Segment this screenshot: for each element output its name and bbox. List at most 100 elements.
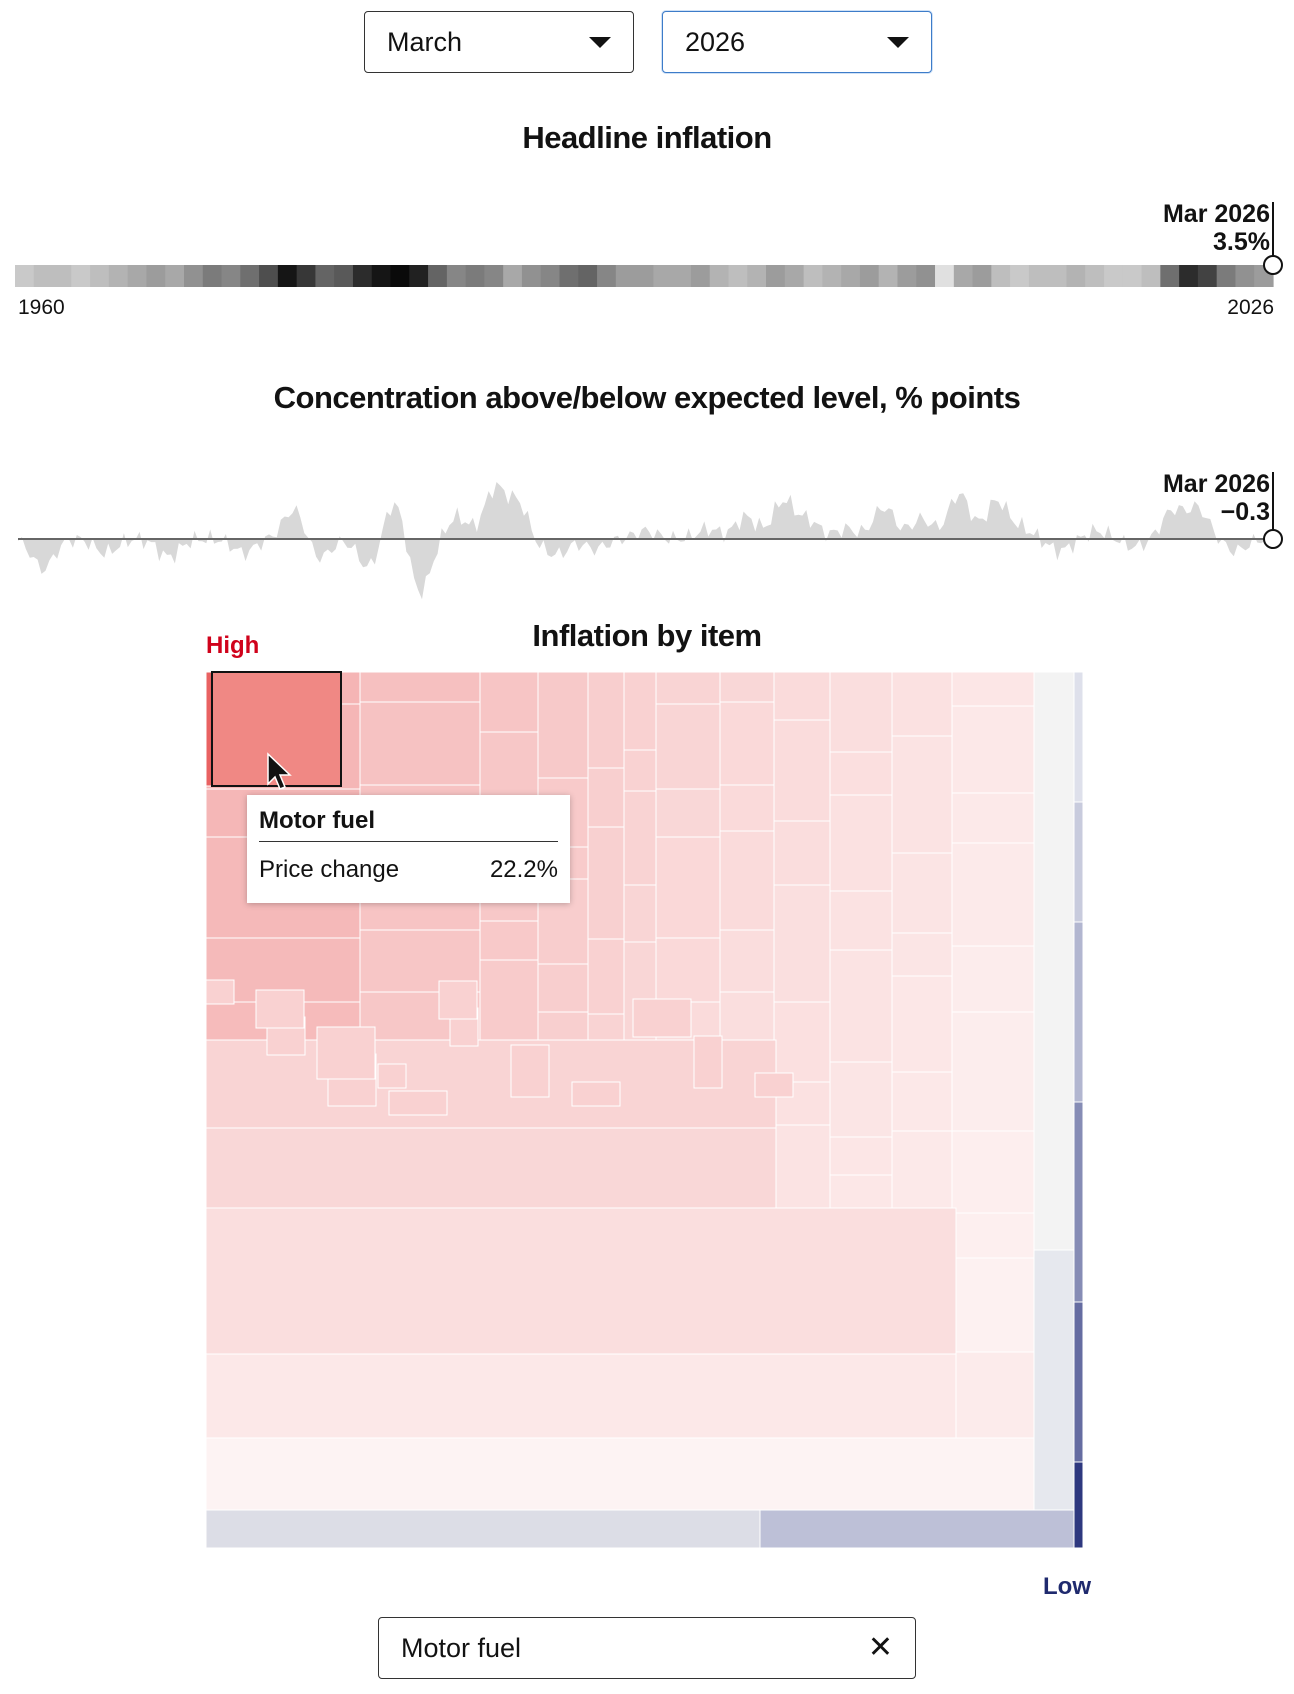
close-icon[interactable]: ✕ bbox=[867, 1631, 893, 1664]
treemap-cell[interactable] bbox=[773, 820, 831, 886]
treemap-cell[interactable] bbox=[773, 884, 831, 1003]
treemap-cell[interactable] bbox=[773, 671, 831, 721]
strip-cell bbox=[1122, 265, 1143, 287]
strip-cell bbox=[991, 265, 1011, 287]
treemap-cell[interactable] bbox=[693, 1035, 723, 1089]
treemap-cell[interactable] bbox=[623, 749, 657, 792]
treemap-cell[interactable] bbox=[587, 671, 625, 769]
treemap-cell[interactable] bbox=[655, 836, 721, 939]
treemap-cell[interactable] bbox=[205, 1127, 777, 1209]
treemap-cell[interactable] bbox=[951, 671, 1035, 707]
treemap-cell[interactable] bbox=[773, 1001, 831, 1083]
treemap-cell[interactable] bbox=[951, 945, 1035, 1013]
treemap-cell[interactable] bbox=[655, 703, 721, 790]
treemap-cell[interactable] bbox=[438, 980, 478, 1020]
treemap-cell[interactable] bbox=[1033, 1249, 1075, 1511]
treemap-cell[interactable] bbox=[829, 890, 893, 951]
treemap-cell[interactable] bbox=[388, 1090, 448, 1116]
concentration-marker-handle[interactable] bbox=[1263, 529, 1283, 549]
treemap-cell[interactable] bbox=[951, 792, 1035, 844]
treemap-cell[interactable] bbox=[587, 938, 625, 1015]
treemap-cell[interactable] bbox=[587, 826, 625, 940]
treemap-cell[interactable] bbox=[773, 719, 831, 822]
item-search-field[interactable]: Motor fuel ✕ bbox=[378, 1617, 916, 1679]
treemap-cell[interactable] bbox=[951, 1011, 1035, 1132]
axis-start-label: 1960 bbox=[18, 296, 65, 319]
treemap-cell[interactable] bbox=[891, 932, 953, 977]
treemap-cell[interactable] bbox=[829, 1136, 893, 1176]
treemap-cell[interactable] bbox=[316, 1026, 376, 1080]
treemap-cell[interactable] bbox=[951, 842, 1035, 947]
treemap-cell[interactable] bbox=[1073, 1101, 1084, 1303]
treemap-cell[interactable] bbox=[829, 1061, 893, 1138]
treemap-cell[interactable] bbox=[632, 998, 692, 1038]
treemap-cell[interactable] bbox=[891, 735, 953, 854]
treemap-cell[interactable] bbox=[891, 975, 953, 1073]
treemap-cell[interactable] bbox=[571, 1081, 621, 1107]
treemap-cell[interactable] bbox=[359, 701, 481, 786]
headline-inflation-strip bbox=[15, 265, 1274, 287]
strip-cell bbox=[747, 265, 767, 287]
treemap-cell[interactable] bbox=[655, 788, 721, 838]
treemap-cell[interactable] bbox=[479, 920, 539, 961]
treemap-cell[interactable] bbox=[255, 989, 305, 1029]
treemap-cell[interactable] bbox=[951, 1212, 1035, 1259]
treemap-cell[interactable] bbox=[719, 929, 775, 993]
treemap-cell[interactable] bbox=[951, 1130, 1035, 1214]
month-select[interactable]: March bbox=[364, 11, 634, 73]
treemap-cell[interactable] bbox=[891, 1071, 953, 1132]
treemap-cell[interactable] bbox=[759, 1509, 1077, 1549]
treemap-cell[interactable] bbox=[359, 671, 481, 703]
treemap-cell[interactable] bbox=[829, 794, 893, 892]
treemap-cell[interactable] bbox=[719, 830, 775, 931]
treemap-cell[interactable] bbox=[719, 784, 775, 832]
treemap-cell[interactable] bbox=[655, 937, 721, 1003]
treemap-cell[interactable] bbox=[205, 979, 235, 1005]
treemap-cell[interactable] bbox=[205, 1437, 1035, 1511]
headline-marker-handle[interactable] bbox=[1263, 255, 1283, 275]
treemap-cell[interactable] bbox=[829, 751, 893, 796]
strip-cell bbox=[521, 265, 542, 287]
treemap-cell[interactable] bbox=[510, 1044, 550, 1098]
treemap-cell[interactable] bbox=[891, 671, 953, 737]
treemap-cell[interactable] bbox=[587, 767, 625, 828]
headline-inflation-title: Headline inflation bbox=[522, 120, 772, 155]
treemap-cell[interactable] bbox=[479, 959, 539, 1053]
strip-cell bbox=[634, 265, 654, 287]
treemap-cell[interactable] bbox=[655, 671, 721, 705]
headline-marker-label: Mar 2026 3.5% bbox=[1163, 200, 1270, 256]
strip-cell bbox=[15, 265, 35, 287]
treemap-cell[interactable] bbox=[205, 1207, 957, 1355]
headline-marker-date: Mar 2026 bbox=[1162, 200, 1270, 228]
treemap-cell[interactable] bbox=[829, 949, 893, 1063]
treemap-cell[interactable] bbox=[623, 790, 657, 886]
treemap-cell[interactable] bbox=[891, 852, 953, 934]
chevron-down-icon bbox=[589, 36, 611, 48]
strip-cell bbox=[1104, 265, 1124, 287]
treemap-cell[interactable] bbox=[623, 884, 657, 943]
strip-cell bbox=[277, 265, 298, 287]
treemap-cell[interactable] bbox=[719, 701, 775, 786]
treemap-cell[interactable] bbox=[773, 1124, 831, 1222]
treemap-cell[interactable] bbox=[1073, 1461, 1084, 1549]
treemap-cell[interactable] bbox=[951, 1257, 1035, 1353]
treemap-cell[interactable] bbox=[1073, 801, 1084, 923]
inflation-by-item-title: Inflation by item bbox=[532, 618, 762, 653]
treemap-cell[interactable] bbox=[479, 671, 539, 733]
treemap-cell[interactable] bbox=[537, 963, 589, 1013]
treemap-cell[interactable] bbox=[537, 671, 589, 779]
strip-cell bbox=[578, 265, 598, 287]
treemap-cell[interactable] bbox=[205, 1353, 957, 1439]
treemap-cell[interactable] bbox=[951, 705, 1035, 794]
treemap-cell[interactable] bbox=[719, 671, 775, 703]
treemap-cell[interactable] bbox=[754, 1072, 794, 1098]
treemap-cell[interactable] bbox=[623, 671, 657, 751]
treemap-cell[interactable] bbox=[1073, 671, 1084, 803]
treemap-cell[interactable] bbox=[1073, 921, 1084, 1103]
treemap-cell[interactable] bbox=[377, 1063, 407, 1089]
treemap-cell[interactable] bbox=[1073, 1301, 1084, 1463]
concentration-marker-date: Mar 2026 bbox=[1162, 470, 1270, 498]
strip-cell bbox=[146, 265, 166, 287]
year-select[interactable]: 2026 bbox=[662, 11, 932, 73]
treemap-cell[interactable] bbox=[829, 671, 893, 753]
